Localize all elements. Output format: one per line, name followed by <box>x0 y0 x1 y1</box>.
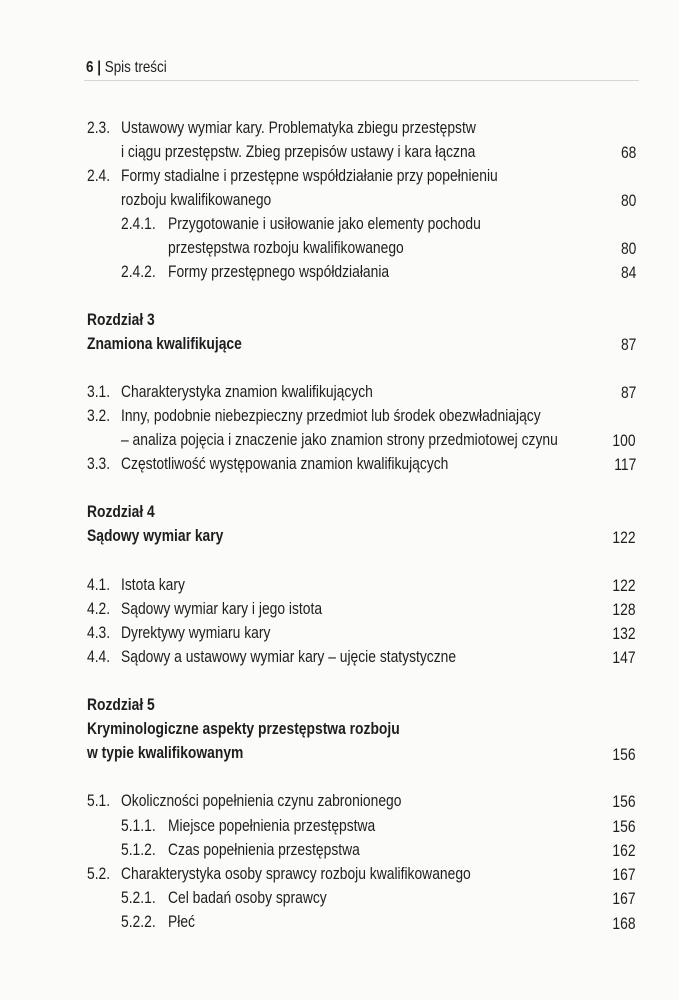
chapter-title: Znamiona kwalifikujące <box>87 335 242 353</box>
toc-title: Istota kary <box>121 576 185 594</box>
toc-number: 2.3. <box>87 119 111 137</box>
toc-page: 128 <box>612 601 636 619</box>
toc-page: 80 <box>620 240 636 258</box>
toc-title: i ciągu przestępstw. Zbieg przepisów ust… <box>121 143 476 161</box>
toc-page: 132 <box>612 625 636 643</box>
toc-number: 5.1.1. <box>121 817 156 835</box>
toc-page: 162 <box>612 842 636 860</box>
toc-page: 122 <box>612 529 636 547</box>
toc-page: 156 <box>612 746 636 764</box>
toc-number: 4.4. <box>87 648 111 666</box>
toc-title: Charakterystyka znamion kwalifikujących <box>121 383 373 401</box>
toc-page: 80 <box>620 192 636 210</box>
toc-title: Formy stadialne i przestępne współdziała… <box>121 167 498 185</box>
toc-title: Częstotliwość występowania znamion kwali… <box>121 455 449 473</box>
header-title: Spis treści <box>104 59 167 76</box>
toc-title: przestępstwa rozboju kwalifikowanego <box>168 239 404 257</box>
toc-number: 4.2. <box>87 600 111 618</box>
toc-number: 2.4.1. <box>121 215 156 233</box>
toc-page: 167 <box>612 866 636 884</box>
toc-number: 2.4. <box>87 167 111 185</box>
toc-number: 2.4.2. <box>121 263 156 281</box>
header-separator: | <box>97 59 101 76</box>
chapter-title: w typie kwalifikowanym <box>87 744 244 762</box>
toc-number: 5.2.2. <box>121 913 156 931</box>
toc-number: 5.2. <box>87 865 111 883</box>
toc-number: 5.2.1. <box>121 889 156 907</box>
chapter-label: Rozdział 5 <box>87 696 155 714</box>
toc-page: 100 <box>612 432 636 450</box>
toc-title: Czas popełnienia przestępstwa <box>168 841 360 859</box>
toc-title: Inny, podobnie niebezpieczny przedmiot l… <box>121 407 541 425</box>
toc-title: Okoliczności popełnienia czynu zabronion… <box>121 792 402 810</box>
toc-title: Sądowy a ustawowy wymiar kary – ujęcie s… <box>121 648 457 666</box>
toc-number: 4.1. <box>87 576 111 594</box>
toc-title: rozboju kwalifikowanego <box>121 191 272 209</box>
toc-page: 168 <box>612 915 636 933</box>
toc-number: 5.1. <box>87 792 111 810</box>
chapter-title: Kryminologiczne aspekty przestępstwa roz… <box>87 720 400 738</box>
toc-title: Formy przestępnego współdziałania <box>168 263 390 281</box>
toc-page: 167 <box>612 890 636 908</box>
toc-title: Przygotowanie i usiłowanie jako elementy… <box>168 215 481 233</box>
toc-page: 156 <box>612 818 636 836</box>
chapter-label: Rozdział 4 <box>87 503 155 521</box>
toc-title: – analiza pojęcia i znaczenie jako znami… <box>121 431 558 449</box>
header-rule <box>84 80 639 81</box>
toc-number: 5.1.2. <box>121 841 156 859</box>
toc-page: 84 <box>620 264 636 282</box>
chapter-title: Sądowy wymiar kary <box>87 527 224 545</box>
toc-page: 122 <box>612 577 636 595</box>
toc-page: 87 <box>620 336 636 354</box>
toc-page: 156 <box>612 793 636 811</box>
toc-title: Miejsce popełnienia przestępstwa <box>168 817 376 835</box>
toc-number: 3.2. <box>87 407 111 425</box>
toc-number: 3.3. <box>87 455 111 473</box>
toc-page: 147 <box>612 649 636 667</box>
toc-title: Ustawowy wymiar kary. Problematyka zbieg… <box>121 119 476 137</box>
toc-title: Płeć <box>168 913 195 931</box>
running-header: 6 | Spis treści <box>86 58 167 78</box>
toc-number: 3.1. <box>87 383 111 401</box>
toc-title: Cel badań osoby sprawcy <box>168 889 327 907</box>
toc-page: 68 <box>620 144 636 162</box>
toc-title: Dyrektywy wymiaru kary <box>121 624 271 642</box>
toc-number: 4.3. <box>87 624 111 642</box>
toc-title: Charakterystyka osoby sprawcy rozboju kw… <box>121 865 471 883</box>
toc-page: 117 <box>613 456 636 474</box>
header-page-number: 6 <box>86 59 94 76</box>
toc-page: 87 <box>620 384 636 402</box>
chapter-label: Rozdział 3 <box>87 311 155 329</box>
toc-title: Sądowy wymiar kary i jego istota <box>121 600 323 618</box>
